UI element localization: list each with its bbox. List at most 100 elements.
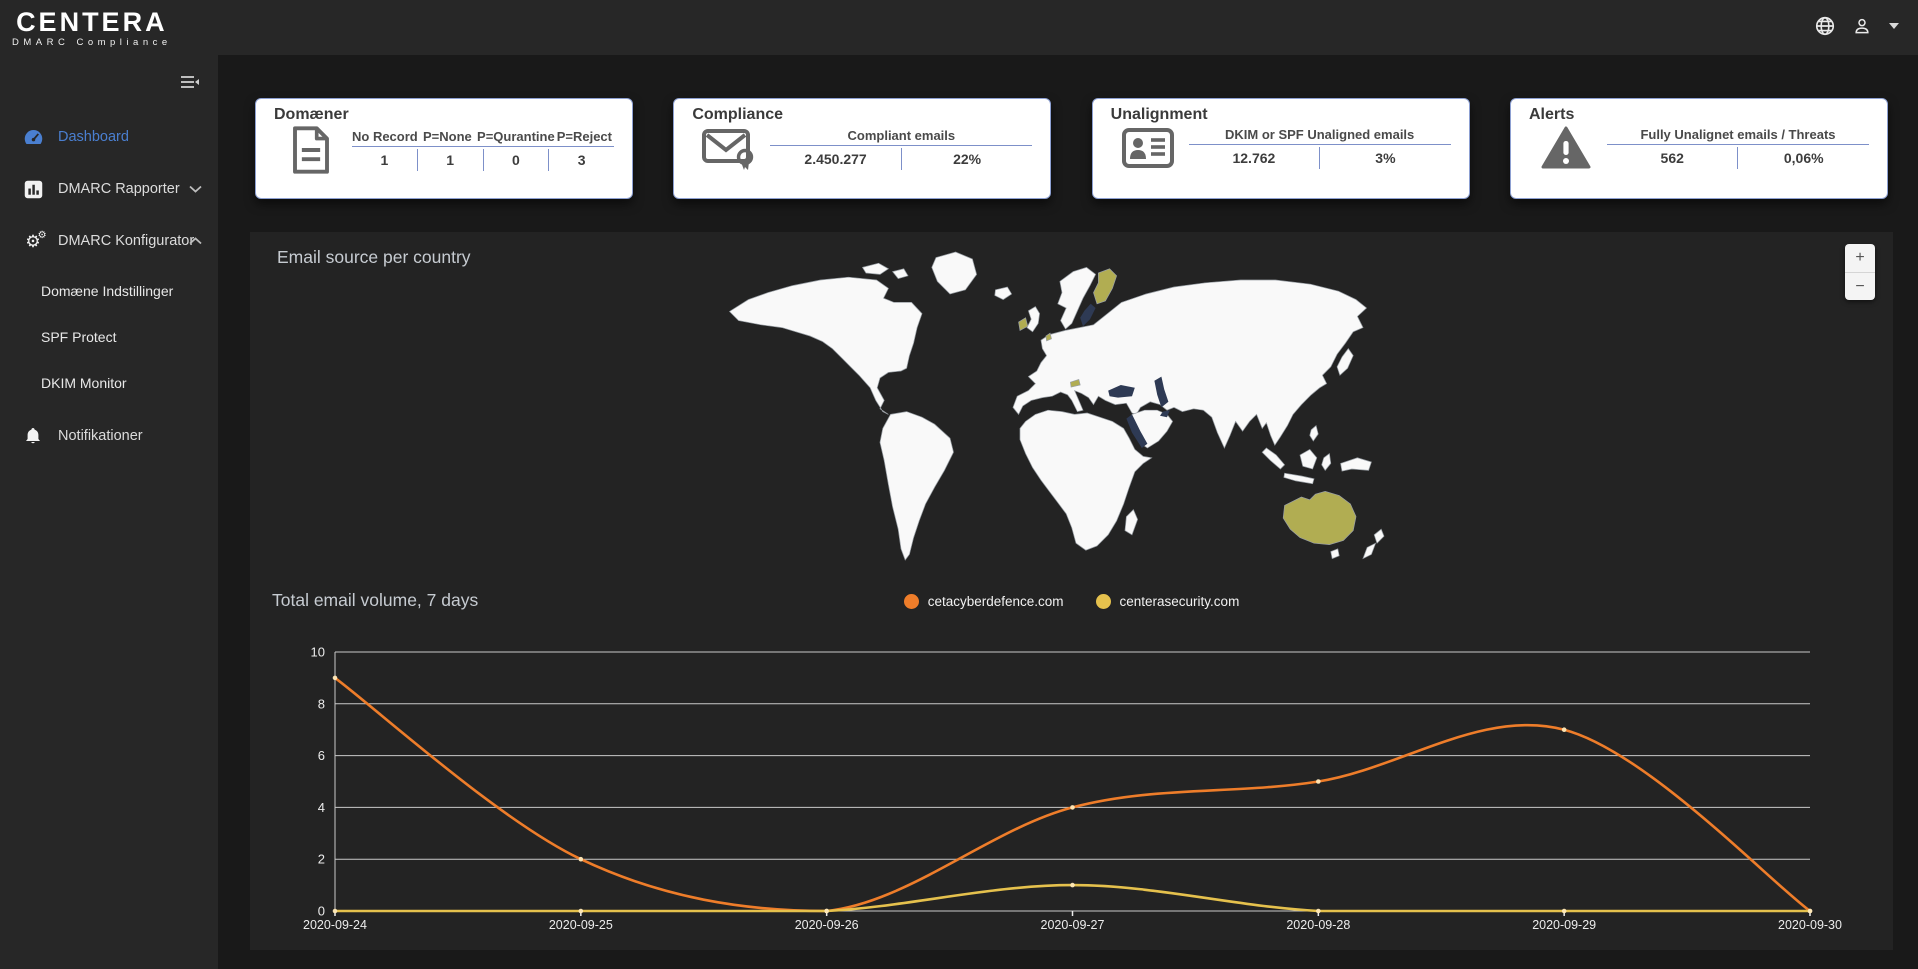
region-madagascar[interactable]: [1124, 508, 1138, 536]
svg-text:4: 4: [318, 800, 325, 815]
region-greenland[interactable]: [931, 251, 977, 295]
sidebar-item-domaene-indstillinger[interactable]: Domæne Indstillinger: [0, 270, 218, 311]
sidebar-item-dkim-monitor[interactable]: DKIM Monitor: [0, 362, 218, 403]
region-africa[interactable]: [1019, 409, 1153, 551]
region-new-zealand[interactable]: [1373, 528, 1385, 544]
region-eurasia[interactable]: [1012, 279, 1368, 449]
user-icon[interactable]: [1852, 16, 1872, 36]
legend-label: centerasecurity.com: [1119, 594, 1240, 609]
bar-chart-icon: [20, 180, 46, 199]
region-sulawesi[interactable]: [1321, 452, 1332, 472]
svg-text:2: 2: [318, 852, 325, 867]
sidebar-item-label: DMARC Konfigurator: [58, 233, 195, 249]
chevron-down-icon: [189, 180, 202, 198]
stat-value: 3%: [1319, 147, 1451, 169]
sidebar-item-dmarc-rapporter[interactable]: DMARC Rapporter: [0, 166, 218, 212]
stat-value: 562: [1660, 150, 1684, 166]
region-north-america[interactable]: [728, 276, 923, 415]
sidebar-nav: Dashboard DMARC Rapporter: [0, 114, 218, 459]
bell-icon: [20, 427, 46, 445]
stat-cards-row: Domæner No Record P=None: [255, 98, 1888, 199]
stat-value: 0,06%: [1737, 147, 1869, 169]
region-iceland[interactable]: [994, 286, 1013, 301]
region-new-zealand[interactable]: [1362, 542, 1377, 560]
card-title: Alerts: [1528, 106, 1575, 123]
sidebar-item-notifikationer[interactable]: Notifikationer: [0, 413, 218, 459]
sidebar-item-label: Domæne Indstillinger: [41, 282, 174, 299]
region-sumatra[interactable]: [1261, 447, 1286, 470]
stat-value: 22%: [900, 148, 1033, 170]
region-arctic-islands[interactable]: [891, 268, 909, 280]
zoom-out-button[interactable]: −: [1845, 272, 1875, 300]
stat-column-label: P=None: [423, 129, 472, 144]
legend-item[interactable]: cetacyberdefence.com: [903, 594, 1064, 609]
sidebar-item-dmarc-konfigurator[interactable]: ⚙ ⚙ DMARC Konfigurator: [0, 218, 218, 264]
stat-column-label: P=Reject: [556, 129, 612, 144]
region-philippines[interactable]: [1309, 424, 1319, 442]
sidebar: Dashboard DMARC Rapporter: [0, 55, 218, 969]
region-new-guinea[interactable]: [1340, 457, 1372, 472]
stat-column-label: Compliant emails: [847, 128, 956, 143]
card-compliance: Compliance Compliant emails: [673, 98, 1052, 199]
region-java[interactable]: [1283, 472, 1315, 485]
top-bar: CENTERA DMARC Compliance: [0, 0, 1918, 55]
warning-icon: [1529, 126, 1603, 170]
region-borneo[interactable]: [1299, 448, 1318, 470]
legend-item[interactable]: centerasecurity.com: [1095, 594, 1240, 609]
card-title: Unalignment: [1110, 106, 1208, 123]
region-japan[interactable]: [1336, 348, 1354, 376]
sidebar-item-label: SPF Protect: [41, 328, 117, 345]
legend-dot: [1095, 594, 1111, 609]
svg-text:2020-09-26: 2020-09-26: [795, 918, 859, 932]
sidebar-item-label: Notifikationer: [58, 428, 143, 444]
gauge-icon: [20, 128, 46, 146]
card-alerts: Alerts Fully Unalignet emails / Threats: [1509, 98, 1888, 199]
id-card-icon: [1111, 126, 1185, 170]
main-content: Domæner No Record P=None: [218, 55, 1918, 969]
collapse-menu-icon[interactable]: [180, 75, 200, 96]
region-south-america[interactable]: [879, 411, 954, 561]
globe-icon[interactable]: [1814, 15, 1836, 37]
sidebar-item-spf-protect[interactable]: SPF Protect: [0, 316, 218, 357]
card-unalignment: Unalignment DKIM or SPF Unalig: [1091, 98, 1470, 199]
card-stats: DKIM or SPF Unaligned emails 12.762 3%: [1185, 127, 1455, 169]
sidebar-item-dashboard[interactable]: Dashboard: [0, 114, 218, 160]
svg-text:6: 6: [318, 748, 325, 763]
region-finland[interactable]: [1093, 268, 1118, 305]
region-austria[interactable]: [1070, 378, 1081, 388]
region-australia[interactable]: [1282, 491, 1357, 545]
region-ireland[interactable]: [1018, 317, 1029, 331]
card-stats: Compliant emails 2.450.277 22%: [766, 128, 1036, 170]
sidebar-item-label: DMARC Rapporter: [58, 181, 180, 197]
card-stats: Fully Unalignet emails / Threats 562 0,0…: [1603, 127, 1873, 169]
map-regions: [728, 251, 1385, 561]
chart-legend: cetacyberdefence.com centerasecurity.com: [250, 594, 1893, 609]
gears-icon: ⚙ ⚙: [25, 229, 47, 251]
region-scandinavia[interactable]: [1057, 267, 1097, 330]
zoom-in-button[interactable]: +: [1855, 249, 1865, 266]
svg-text:2020-09-24: 2020-09-24: [303, 918, 367, 932]
chevron-up-icon: [189, 232, 202, 250]
dashboard-panel: Email source per country: [250, 232, 1893, 950]
red-sea: [1126, 414, 1148, 448]
region-tasmania[interactable]: [1330, 548, 1340, 560]
svg-text:8: 8: [318, 696, 325, 711]
svg-text:0: 0: [318, 904, 325, 919]
world-map[interactable]: [712, 238, 1412, 588]
svg-text:10: 10: [311, 645, 325, 660]
email-volume-chart[interactable]: 0 2 4 6 8 10 2020-09-24 2020-09-25 2020-09-26 202…: [250, 624, 1893, 940]
document-icon: [274, 126, 348, 174]
region-netherlands[interactable]: [1045, 332, 1052, 342]
persian-gulf: [1160, 410, 1170, 418]
caret-down-icon[interactable]: [1888, 22, 1900, 30]
stat-value: 2.450.277: [804, 151, 867, 167]
black-sea: [1108, 385, 1135, 398]
region-united-kingdom[interactable]: [1026, 306, 1040, 333]
brand-name: CENTERA: [16, 7, 168, 37]
region-arctic-islands[interactable]: [861, 262, 890, 275]
svg-text:2020-09-25: 2020-09-25: [549, 918, 613, 932]
caspian-sea: [1154, 376, 1169, 408]
card-stats: No Record P=None P=Qurantine P=Reject 1 …: [348, 129, 618, 171]
stat-value: 1: [416, 149, 483, 171]
stat-value: 1: [380, 152, 389, 168]
